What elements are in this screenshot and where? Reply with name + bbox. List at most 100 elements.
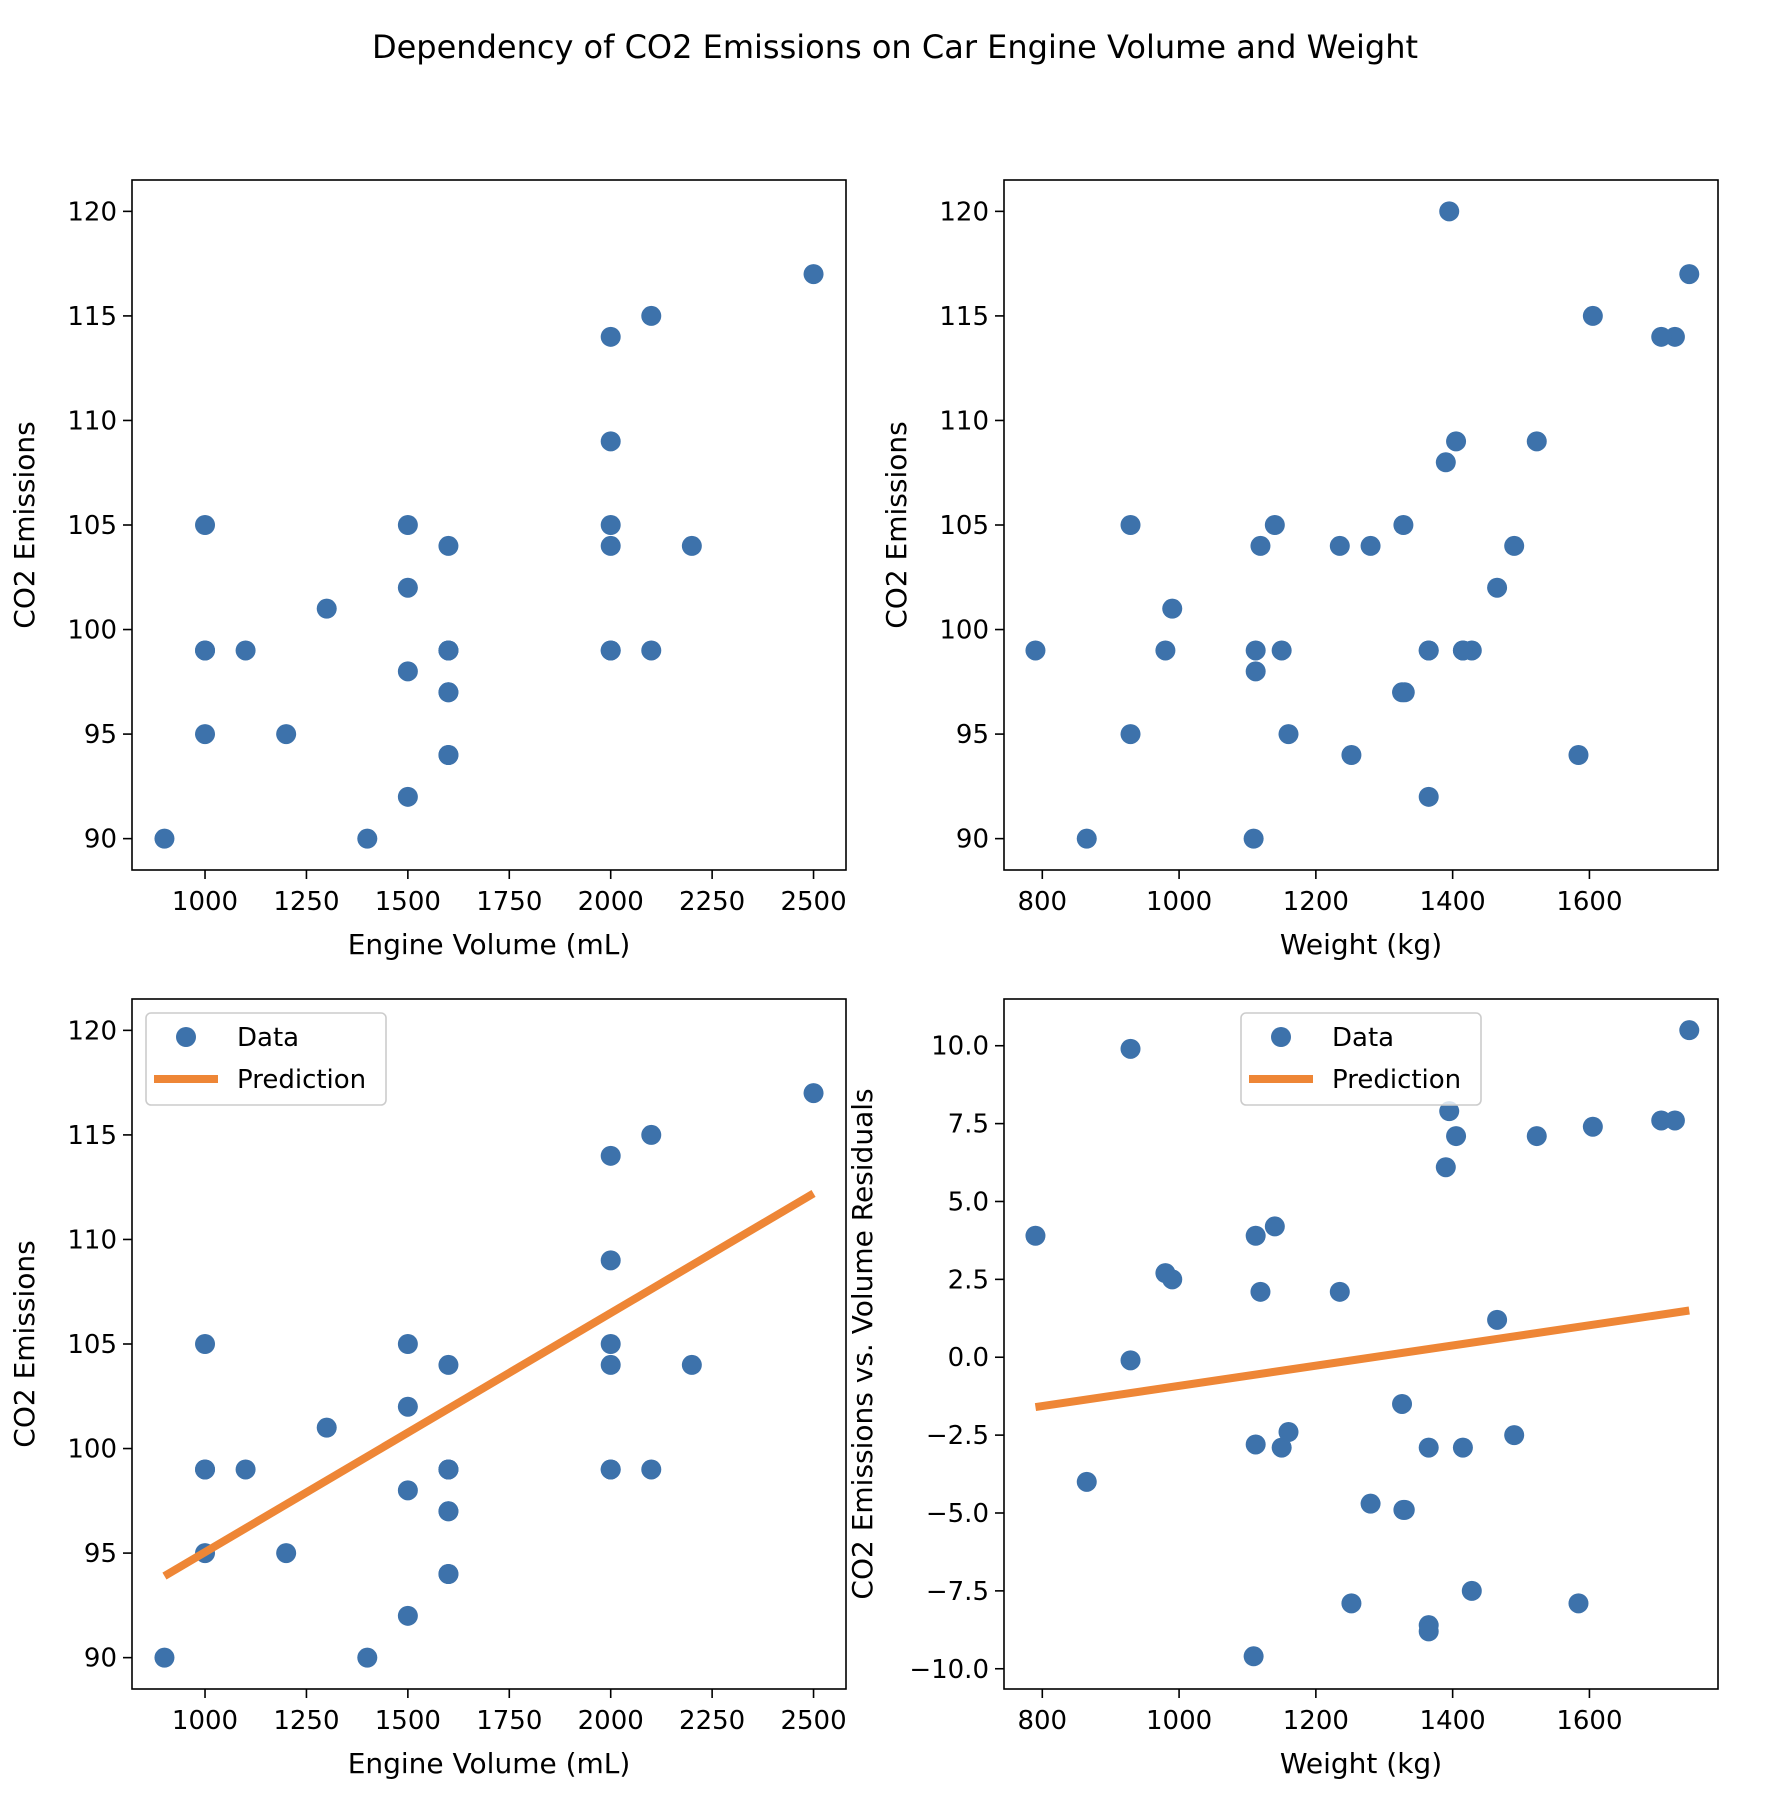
data-point	[1245, 1434, 1266, 1455]
data-point	[1120, 1350, 1141, 1371]
x-tick-label: 1750	[476, 887, 542, 917]
data-point	[1651, 1110, 1672, 1131]
data-point	[1162, 1269, 1183, 1290]
data-point	[1487, 1309, 1508, 1330]
x-tick-label: 1400	[1420, 1706, 1486, 1736]
y-tick-label: −5.0	[926, 1499, 989, 1529]
data-point	[235, 640, 256, 661]
data-point	[397, 1334, 418, 1354]
data-point	[1329, 535, 1350, 556]
data-point	[438, 1501, 459, 1522]
x-tick-label: 2000	[578, 887, 644, 917]
y-tick-label: 100	[67, 616, 117, 646]
subplot-engine-volume-vs-co2: 1000 1250 1500 1750 2000 2250 2500 90 95 100 105 11…	[8, 179, 847, 961]
data-point	[397, 577, 418, 598]
data-point	[195, 724, 216, 745]
data-point	[357, 828, 378, 849]
data-point	[1418, 1437, 1439, 1458]
data-point	[803, 264, 824, 285]
data-point	[316, 598, 337, 619]
legend-label-data: Data	[1332, 1023, 1394, 1053]
data-point	[438, 745, 459, 765]
data-point	[1329, 1281, 1350, 1302]
data-point	[1271, 1437, 1292, 1458]
x-tick-label: 2500	[780, 1706, 846, 1736]
data-point	[1243, 828, 1264, 849]
x-tick-label: 1200	[1283, 1706, 1349, 1736]
data-point	[154, 828, 175, 849]
data-point	[600, 326, 621, 347]
y-tick-label: 120	[67, 1016, 117, 1046]
data-point	[1582, 305, 1603, 326]
data-point	[681, 535, 702, 556]
data-point	[1155, 640, 1176, 661]
x-tick-label: 1750	[476, 1706, 542, 1736]
y-tick-label: 2.5	[948, 1265, 989, 1295]
y-axis-label: CO2 Emissions	[880, 421, 913, 628]
data-point	[803, 1083, 824, 1104]
y-tick-label: 115	[67, 1121, 117, 1151]
x-tick-label: 2250	[679, 1706, 745, 1736]
data-point	[1360, 1493, 1381, 1514]
data-point	[438, 682, 459, 703]
x-axis-label: Weight (kg)	[1280, 928, 1442, 961]
prediction-line	[1034, 1306, 1690, 1412]
data-point	[600, 515, 621, 535]
data-point	[1250, 535, 1271, 556]
data-point	[235, 1459, 256, 1480]
y-tick-label: 90	[956, 825, 989, 855]
axes-frame	[1003, 998, 1719, 1690]
data-point	[641, 1124, 662, 1145]
data-point	[641, 1459, 662, 1480]
y-tick-label: 90	[84, 825, 117, 855]
data-point	[1250, 1281, 1271, 1302]
x-axis-label: Engine Volume (mL)	[348, 928, 631, 961]
x-tick-label: 1600	[1556, 887, 1622, 917]
data-point	[1264, 1216, 1285, 1237]
data-point	[1504, 1425, 1525, 1446]
legend-data-marker	[1271, 1027, 1291, 1047]
data-point	[1076, 1471, 1097, 1492]
axes-frame	[131, 998, 847, 1690]
data-point	[397, 786, 418, 807]
legend-label-data: Data	[237, 1023, 299, 1053]
data-point	[195, 1459, 216, 1480]
data-point	[1664, 1110, 1685, 1131]
data-point	[195, 640, 216, 661]
data-point	[681, 1354, 702, 1375]
y-tick-label: 120	[939, 197, 989, 227]
data-point	[1568, 1593, 1589, 1614]
data-point	[438, 640, 459, 661]
y-axis-label: CO2 Emissions vs. Volume Residuals	[846, 1088, 879, 1599]
data-point	[357, 1647, 378, 1668]
y-axis-label: CO2 Emissions	[8, 421, 41, 628]
data-point	[1446, 1126, 1467, 1147]
data-point	[1568, 745, 1589, 765]
data-point	[1341, 1593, 1362, 1614]
x-tick-label: 800	[1017, 1706, 1067, 1736]
data-point	[1435, 1157, 1456, 1178]
x-tick-label: 800	[1017, 887, 1067, 917]
data-point	[1418, 786, 1439, 807]
data-point	[1664, 326, 1685, 347]
data-point	[1526, 1126, 1547, 1147]
data-point	[397, 1480, 418, 1501]
data-point	[1418, 640, 1439, 661]
data-point	[1025, 1225, 1046, 1246]
axes-frame	[131, 179, 847, 871]
data-point	[1076, 828, 1097, 849]
data-point	[600, 1354, 621, 1375]
y-tick-label: 0.0	[948, 1343, 989, 1373]
y-tick-label: 105	[67, 511, 117, 541]
data-point	[600, 535, 621, 556]
data-point	[1446, 431, 1467, 452]
y-tick-label: 95	[84, 720, 117, 750]
data-point	[1461, 1580, 1482, 1601]
data-point	[600, 1250, 621, 1271]
data-point	[438, 1459, 459, 1480]
legend: Data Prediction	[145, 1012, 387, 1106]
x-tick-label: 1500	[375, 887, 441, 917]
y-tick-label: 100	[67, 1435, 117, 1465]
data-point	[195, 1334, 216, 1354]
